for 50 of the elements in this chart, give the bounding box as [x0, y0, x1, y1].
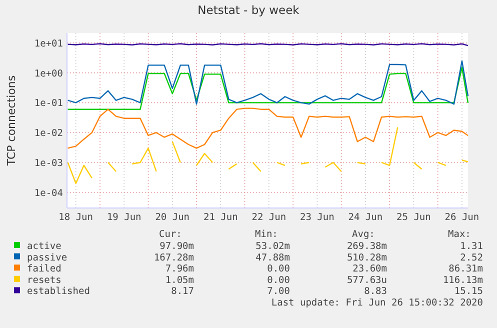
- text: 1.05m: [165, 274, 194, 286]
- text: 8.83: [364, 286, 387, 298]
- line-series: [67, 66, 469, 110]
- legend-label: established: [27, 286, 90, 298]
- text: 1.31: [460, 241, 484, 252]
- text: 116.13m: [442, 274, 484, 286]
- text: 269.38m: [346, 241, 388, 252]
- legend-label: failed: [27, 264, 62, 275]
- text: 23.60m: [352, 264, 388, 275]
- chart-title: Netstat - by week: [198, 3, 300, 17]
- y-tick-label: 1e-04: [34, 188, 64, 199]
- line-series: [67, 60, 469, 105]
- text: 53.02m: [256, 241, 290, 252]
- x-tick-label: 24 Jun: [348, 212, 383, 223]
- y-axis-title: TCP connections: [5, 75, 18, 167]
- legend-label: resets: [27, 274, 62, 286]
- text: Max:: [448, 229, 471, 240]
- text: 0.00: [267, 264, 290, 275]
- text: 0.00: [267, 274, 290, 286]
- y-tick-label: 1e+01: [34, 38, 64, 50]
- text: Min:: [255, 229, 278, 240]
- line-series: [67, 108, 469, 149]
- y-tick-label: 1e+00: [34, 68, 64, 80]
- text: 7.96m: [165, 264, 194, 275]
- text: 2.52: [460, 252, 483, 264]
- text: 15.15: [454, 286, 483, 298]
- x-tick-label: 25 Jun: [396, 212, 431, 223]
- text: Cur:: [159, 229, 182, 240]
- x-tick-label: 19 Jun: [106, 212, 142, 223]
- text: 577.63u: [346, 274, 387, 286]
- y-tick-label: 1e-01: [34, 98, 64, 110]
- text: 47.88m: [256, 252, 290, 264]
- legend-label: active: [27, 241, 62, 252]
- x-tick-label: 20 Jun: [155, 212, 190, 223]
- x-tick-label: 23 Jun: [300, 212, 334, 223]
- text: 510.28m: [346, 252, 388, 264]
- y-tick-label: 1e-03: [34, 158, 63, 169]
- text: Avg:: [352, 229, 375, 240]
- x-tick-label: 22 Jun: [252, 212, 286, 223]
- legend-label: passive: [27, 252, 68, 264]
- x-tick-label: 21 Jun: [203, 212, 238, 223]
- text: 86.31m: [448, 264, 484, 275]
- text: 8.17: [171, 286, 194, 298]
- text: 97.90m: [160, 241, 194, 252]
- text: 167.28m: [154, 252, 194, 264]
- x-tick-label: 26 Jun: [444, 212, 480, 223]
- text: Last update: Fri Jun 26 15:00:32 2020: [271, 298, 484, 308]
- x-tick-label: 18 Jun: [58, 212, 94, 223]
- text: 7.00: [267, 286, 290, 298]
- y-tick-label: 1e-02: [34, 128, 63, 140]
